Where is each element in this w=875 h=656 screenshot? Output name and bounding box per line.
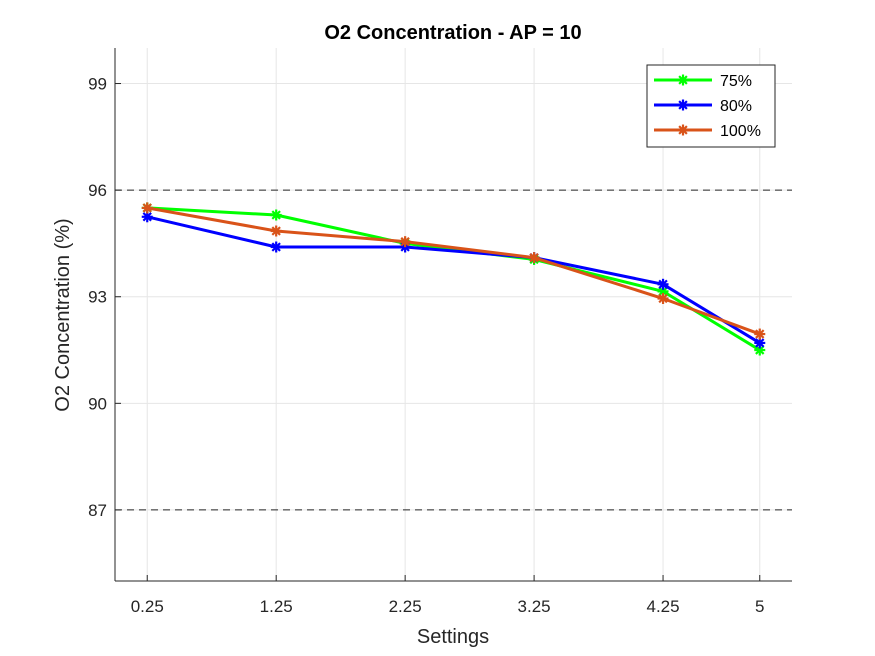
series-3: [141, 202, 766, 340]
data-point: [270, 225, 282, 237]
tick-labels: 0.25 1.25 2.25 3.25 4.25 5 87 90 93 96 99: [88, 75, 764, 616]
legend-label: 75%: [720, 73, 752, 90]
axes: [114, 48, 792, 582]
reference-lines: [115, 189, 792, 511]
series-1: [141, 202, 766, 356]
data-point: [528, 252, 540, 264]
data-point: [270, 209, 282, 221]
x-tick-label: 4.25: [647, 597, 680, 616]
legend-item: 75%: [654, 73, 752, 90]
series-lines: [141, 202, 766, 356]
y-tick-label: 93: [88, 288, 107, 307]
data-point: [754, 328, 766, 340]
data-point: [270, 241, 282, 253]
data-point: [141, 202, 153, 214]
x-tick-label: 3.25: [518, 597, 551, 616]
legend-marker: [677, 124, 689, 136]
data-point: [399, 236, 411, 248]
series-line: [146, 206, 761, 336]
data-point: [657, 293, 669, 305]
legend-label: 80%: [720, 98, 752, 115]
x-tick-label: 2.25: [389, 597, 422, 616]
data-point: [657, 278, 669, 290]
chart-title: O2 Concentration - AP = 10: [324, 22, 581, 44]
x-axis-label: Settings: [417, 626, 489, 648]
legend-item: 100%: [654, 123, 761, 140]
y-tick-label: 99: [88, 75, 107, 94]
legend: 75% 80% 100%: [646, 64, 776, 148]
x-tick-label: 0.25: [131, 597, 164, 616]
legend-label: 100%: [720, 123, 761, 140]
legend-marker: [677, 74, 689, 86]
y-tick-label: 96: [88, 181, 107, 200]
series-2: [141, 211, 766, 349]
x-tick-label: 1.25: [260, 597, 293, 616]
legend-marker: [677, 99, 689, 111]
legend-item: 80%: [654, 98, 752, 115]
x-tick-label: 5: [755, 597, 764, 616]
y-axis-label: O2 Concentration (%): [52, 218, 74, 411]
series-line: [147, 206, 761, 352]
y-tick-label: 87: [88, 501, 107, 520]
series-line: [146, 215, 761, 345]
y-tick-label: 90: [88, 394, 107, 413]
